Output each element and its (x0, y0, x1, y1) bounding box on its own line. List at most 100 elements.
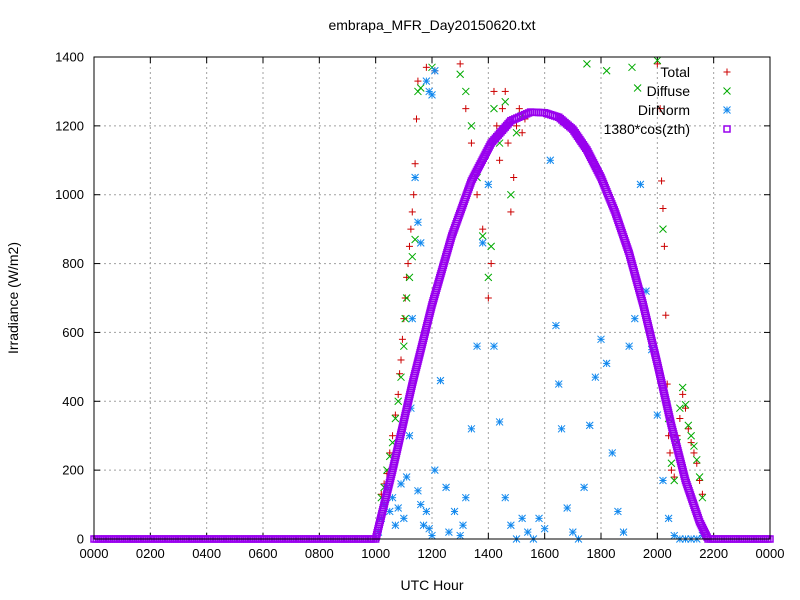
data-point (487, 242, 496, 251)
data-point (667, 466, 675, 474)
data-point (670, 476, 679, 485)
data-point (397, 356, 405, 364)
data-point (399, 514, 408, 523)
data-point (405, 273, 414, 282)
legend-marker (723, 106, 731, 114)
data-point (404, 260, 412, 268)
data-point (659, 204, 667, 212)
data-point (568, 528, 577, 536)
data-point (490, 87, 498, 95)
data-point (625, 342, 634, 351)
data-point (507, 208, 515, 216)
data-point (401, 314, 410, 323)
data-point (391, 411, 399, 419)
data-point (408, 314, 417, 323)
data-point (428, 531, 436, 540)
data-point (416, 84, 425, 92)
data-point (462, 105, 470, 113)
data-point (399, 342, 408, 351)
x-tick-label: 2000 (643, 546, 672, 561)
data-point (461, 493, 470, 502)
plot-frame (93, 56, 771, 540)
data-point (402, 473, 411, 481)
y-tick-label: 1000 (55, 187, 84, 202)
data-point (484, 294, 492, 302)
data-point (402, 294, 411, 302)
data-point (636, 180, 645, 189)
data-point (473, 342, 481, 351)
legend-marker (723, 125, 731, 133)
data-point (602, 359, 611, 368)
data-point (540, 524, 549, 533)
x-tick-label: 1200 (418, 546, 447, 561)
x-tick-label: 1000 (361, 546, 390, 561)
data-point (504, 139, 512, 147)
data-point (478, 239, 487, 247)
x-axis: 0000 0200 0400 0600 0800 1000 1200 1400 1600 1800… (80, 57, 784, 561)
data-point (414, 486, 422, 495)
data-point (411, 160, 419, 168)
data-point (692, 455, 701, 464)
data-point (687, 431, 695, 440)
data-point (690, 449, 698, 457)
data-point (422, 63, 430, 71)
x-tick-label: 2200 (699, 546, 728, 561)
data-point (456, 60, 464, 68)
data-point (394, 390, 402, 398)
data-point (597, 335, 605, 344)
data-point (702, 531, 710, 539)
data-point (461, 87, 470, 96)
data-point (498, 105, 506, 113)
data-point (430, 466, 439, 474)
data-point (394, 504, 403, 512)
data-point (510, 174, 518, 181)
data-point (407, 225, 415, 233)
series-0 (377, 60, 706, 498)
data-point (425, 524, 434, 533)
x-tick-label: 1800 (587, 546, 616, 561)
data-point (602, 66, 611, 75)
data-point (385, 507, 394, 516)
data-point (681, 400, 690, 409)
data-point (413, 115, 421, 123)
y-tick-label: 600 (62, 325, 84, 340)
data-point (630, 314, 639, 323)
data-point (490, 104, 498, 113)
data-point (512, 128, 521, 137)
data-point (580, 483, 588, 492)
data-point (456, 531, 465, 540)
data-point (493, 122, 501, 130)
data-point (450, 507, 459, 516)
data-point (422, 77, 431, 85)
data-point (391, 414, 400, 423)
data-point (445, 528, 453, 536)
data-point (496, 156, 504, 164)
data-point (484, 180, 493, 189)
data-point (389, 432, 397, 440)
data-point (430, 66, 439, 75)
data-point (619, 528, 628, 536)
data-point (422, 507, 431, 516)
data-point (653, 56, 662, 65)
legend: Total Diffuse DirNorm 1380*cos(zth) (604, 64, 731, 137)
data-point (667, 459, 676, 468)
data-point (473, 191, 481, 199)
data-point (397, 373, 405, 382)
data-point (682, 404, 689, 412)
data-point (583, 60, 591, 68)
data-point (479, 225, 487, 233)
data-point (557, 424, 566, 433)
data-point (684, 421, 693, 430)
legend-label: Total (660, 64, 690, 80)
data-point (696, 476, 704, 484)
data-point (507, 521, 515, 530)
data-point (676, 404, 684, 413)
legend-marker (723, 68, 731, 76)
data-point (628, 63, 636, 72)
data-point (467, 122, 476, 130)
data-point (518, 129, 526, 137)
data-point (678, 383, 687, 392)
data-point (408, 208, 416, 216)
data-point (414, 77, 422, 85)
